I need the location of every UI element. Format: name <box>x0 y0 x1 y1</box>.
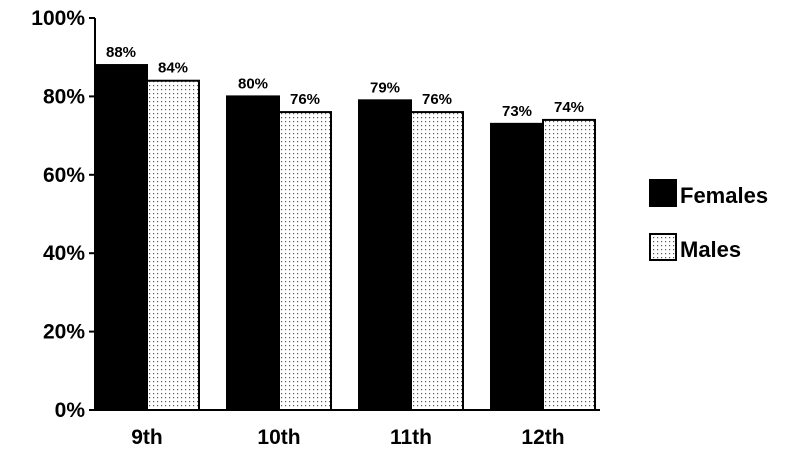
data-label: 88% <box>106 44 136 61</box>
bar-females-12th <box>490 122 544 411</box>
legend-label-males: Males <box>680 237 741 262</box>
bar-males-11th <box>410 111 464 412</box>
bar-females-11th <box>358 99 412 411</box>
y-tick-label: 20% <box>43 321 85 344</box>
legend: Females Males <box>649 179 768 262</box>
bar-males-10th <box>278 111 332 412</box>
data-label: 76% <box>290 91 320 108</box>
x-tick-label: 12th <box>521 426 564 449</box>
legend-swatch-males <box>649 233 677 261</box>
y-tick-label: 0% <box>55 399 86 422</box>
x-tick-label: 10th <box>257 426 300 449</box>
bar-females-10th <box>226 95 280 412</box>
data-labels: 88% 84% 80% 76% 79% 76% 73% 74% <box>106 44 584 120</box>
x-tick-label: 11th <box>390 426 432 449</box>
data-label: 74% <box>554 99 584 116</box>
bar-males-9th <box>146 79 200 411</box>
y-tick-label: 100% <box>31 7 85 30</box>
legend-swatch-females <box>649 179 677 207</box>
y-tick-label: 60% <box>43 164 85 187</box>
data-label: 79% <box>370 79 400 96</box>
x-tick-label: 9th <box>131 426 163 449</box>
data-label: 73% <box>502 103 532 120</box>
data-label: 76% <box>422 91 452 108</box>
y-tick-label: 40% <box>43 242 85 265</box>
bar-males-12th <box>542 118 596 411</box>
legend-label-females: Females <box>680 183 768 208</box>
bars <box>94 64 596 412</box>
data-label: 80% <box>238 75 268 92</box>
y-tick-label: 80% <box>43 85 85 108</box>
bar-females-9th <box>94 64 148 411</box>
data-label: 84% <box>158 60 188 77</box>
